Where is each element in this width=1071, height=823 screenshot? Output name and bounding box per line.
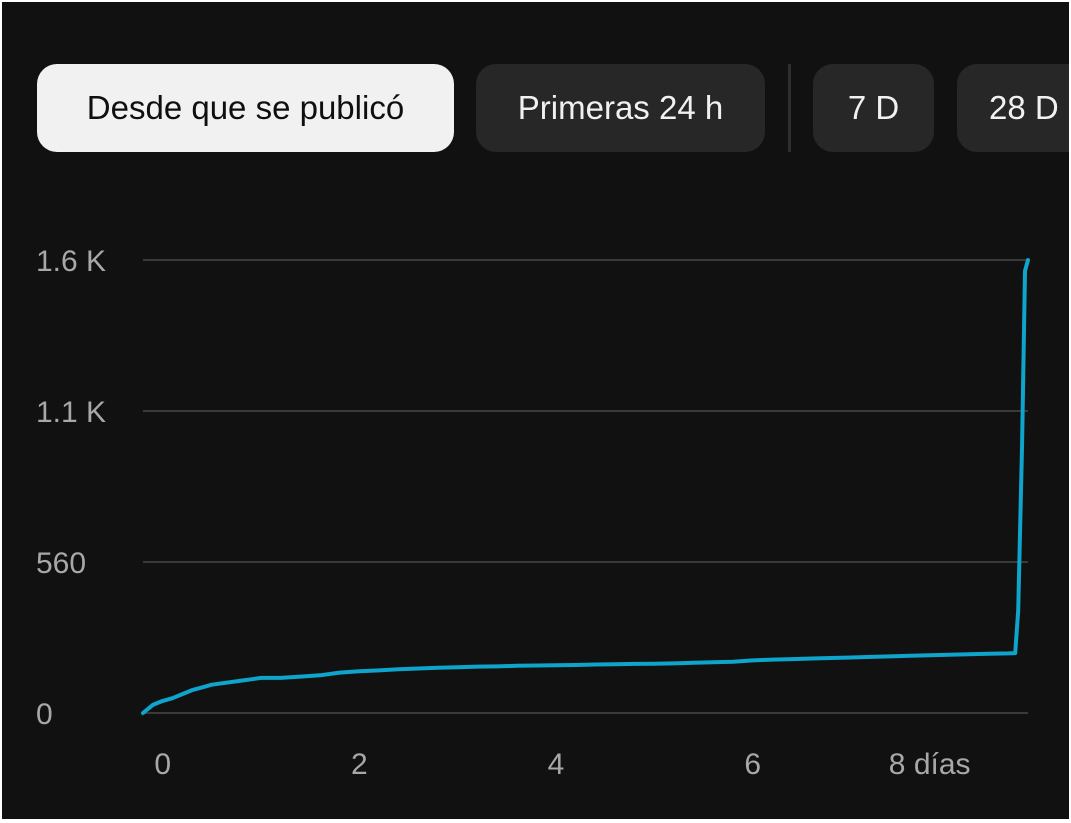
chip-divider bbox=[788, 64, 791, 152]
x-tick-label: 6 bbox=[744, 748, 761, 781]
series-layer bbox=[141, 258, 1030, 715]
filter-chip-first-24h[interactable]: Primeras 24 h bbox=[476, 64, 765, 152]
y-tick-label: 0 bbox=[36, 698, 53, 731]
x-tick-label: 4 bbox=[548, 748, 565, 781]
filter-chip-7d[interactable]: 7 D bbox=[813, 64, 934, 152]
filter-chip-28d[interactable]: 28 D bbox=[957, 64, 1069, 152]
x-axis-ticks: 0 2 4 6 8 días bbox=[154, 748, 970, 781]
grid-lines bbox=[143, 259, 1028, 714]
x-tick-label: 8 días bbox=[889, 748, 971, 781]
y-tick-label: 1.6 K bbox=[36, 245, 106, 278]
filter-chip-since-published[interactable]: Desde que se publicó bbox=[37, 64, 454, 152]
y-axis-ticks: 0 560 1.1 K 1.6 K bbox=[36, 245, 106, 731]
x-tick-label: 0 bbox=[154, 748, 171, 781]
y-tick-label: 1.1 K bbox=[36, 396, 106, 429]
y-tick-label: 560 bbox=[36, 547, 86, 580]
x-tick-label: 2 bbox=[351, 748, 368, 781]
series-line-0 bbox=[141, 258, 1030, 715]
